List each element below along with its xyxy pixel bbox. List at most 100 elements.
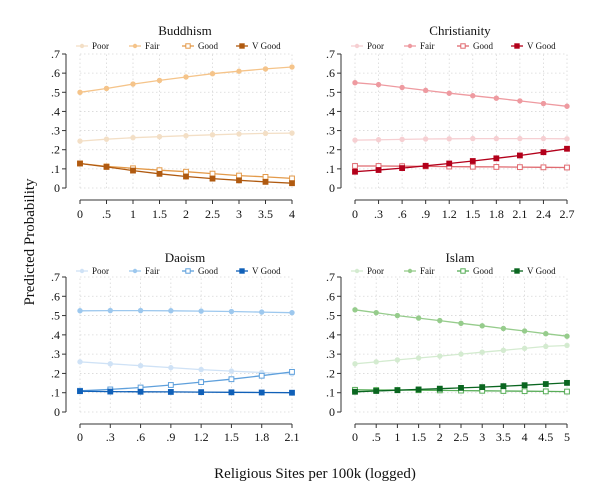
x-tick-label: 1.2 <box>442 207 457 221</box>
y-tick-label: .2 <box>51 143 60 157</box>
data-point-fair <box>103 85 110 92</box>
data-point-poor <box>352 137 358 143</box>
data-point-poor <box>183 133 189 139</box>
data-point-v-good <box>458 384 464 391</box>
y-tick-label: .4 <box>51 104 60 118</box>
legend-marker <box>354 43 360 49</box>
x-tick-label: 1.8 <box>489 207 504 221</box>
data-point-fair <box>446 90 452 96</box>
data-point-fair <box>168 308 174 314</box>
data-point-v-good <box>542 381 549 387</box>
data-point-fair <box>437 317 443 324</box>
data-point-poor <box>564 136 570 142</box>
y-tick-label: 0 <box>329 405 335 419</box>
y-tick-label: .3 <box>51 347 60 361</box>
x-tick-label: .5 <box>102 207 111 221</box>
data-point-fair <box>493 95 500 101</box>
data-point-fair <box>156 77 163 84</box>
data-point-fair <box>352 80 358 86</box>
data-point-poor <box>168 364 174 371</box>
data-point-fair <box>500 325 507 332</box>
data-point-poor <box>493 135 500 142</box>
data-point-v-good <box>415 386 422 393</box>
panel-islam: Islam 0 .1 .2 .3 .4 .5 .6 .7 0 .5 1 1.5 2 2.5 3 3.5 4 4.5 5… <box>326 250 570 444</box>
data-point-v-good <box>394 387 401 394</box>
data-point-poor <box>289 130 295 136</box>
y-tick-label: .5 <box>326 309 335 323</box>
x-tick-label: 2.4 <box>536 207 551 221</box>
x-tick-label: .9 <box>166 430 175 444</box>
data-point-fair <box>107 307 113 314</box>
data-point-poor <box>437 353 443 359</box>
legend-label: Good <box>473 41 493 51</box>
data-point-fair <box>373 309 379 316</box>
data-point-good <box>500 388 507 394</box>
y-axis-label: Predicted Probability <box>22 178 38 306</box>
data-point-fair <box>130 81 136 87</box>
x-tick-label: 4.5 <box>538 430 553 444</box>
y-tick-label: .1 <box>326 386 335 400</box>
y-tick-label: .1 <box>51 386 60 400</box>
data-point-fair <box>399 84 405 91</box>
x-tick-label: 2 <box>437 430 443 444</box>
panel-title: Daoism <box>165 250 205 265</box>
data-point-poor <box>375 137 382 143</box>
data-point-poor <box>107 361 113 367</box>
data-point-v-good <box>375 167 382 173</box>
x-tick-label: 0 <box>77 430 83 444</box>
panel-daoism: Daoism 0 .1 .2 .3 .4 .5 .6 .7 0 .3 .6 .9 1.2 1.5 1.8 2.1… <box>51 250 300 444</box>
x-tick-label: .6 <box>398 207 407 221</box>
y-tick-label: .4 <box>51 328 60 342</box>
x-tick-label: .9 <box>421 207 430 221</box>
data-point-poor <box>500 347 507 353</box>
x-tick-label: 3.5 <box>496 430 511 444</box>
legend-label: Poor <box>92 266 109 276</box>
data-point-fair <box>479 323 485 329</box>
data-point-poor <box>77 138 83 144</box>
data-point-good <box>289 175 295 182</box>
legend-marker <box>132 43 138 49</box>
data-point-v-good <box>77 160 83 167</box>
legend-label: Poor <box>92 41 109 51</box>
data-point-v-good <box>469 158 476 164</box>
data-point-fair <box>137 307 144 314</box>
y-tick-label: 0 <box>329 181 335 195</box>
data-point-poor <box>156 133 163 140</box>
data-point-poor <box>470 135 476 142</box>
y-tick-label: .2 <box>51 366 60 380</box>
y-tick-label: .5 <box>51 309 60 323</box>
series-line-v-good <box>79 390 293 394</box>
panel-christianity: Christianity 0 .1 .2 .3 .4 .5 .6 .7 0 .3 .6 .9 1.2 1.5… <box>326 23 575 221</box>
y-tick-label: .1 <box>326 162 335 176</box>
data-point-v-good <box>564 145 570 152</box>
data-point-fair <box>198 308 204 314</box>
x-tick-label: 3.5 <box>258 207 273 221</box>
data-point-poor <box>399 136 405 143</box>
data-point-poor <box>209 132 216 138</box>
data-point-good <box>516 164 523 171</box>
data-point-fair <box>458 320 464 326</box>
x-tick-label: 2 <box>183 207 189 221</box>
data-point-good <box>262 173 269 180</box>
data-point-poor <box>228 368 235 374</box>
data-point-fair <box>422 87 429 94</box>
series-line-good <box>355 165 568 169</box>
legend-label: Fair <box>145 41 160 51</box>
data-point-v-good <box>540 149 547 156</box>
data-point-good <box>183 168 189 175</box>
legend-marker <box>79 43 85 49</box>
y-tick-label: .5 <box>326 85 335 99</box>
data-point-fair <box>564 103 570 109</box>
y-tick-label: .6 <box>51 289 60 303</box>
data-point-v-good <box>137 388 144 395</box>
y-tick-label: .1 <box>51 162 60 176</box>
x-tick-label: 0 <box>77 207 83 221</box>
data-point-poor <box>394 357 401 363</box>
legend-marker <box>132 268 138 274</box>
panel-title: Christianity <box>429 23 491 38</box>
series-line-fair <box>354 82 568 107</box>
data-point-fair <box>470 93 476 99</box>
legend-marker <box>239 43 245 49</box>
y-tick-label: .6 <box>326 66 335 80</box>
data-point-fair <box>77 308 83 314</box>
